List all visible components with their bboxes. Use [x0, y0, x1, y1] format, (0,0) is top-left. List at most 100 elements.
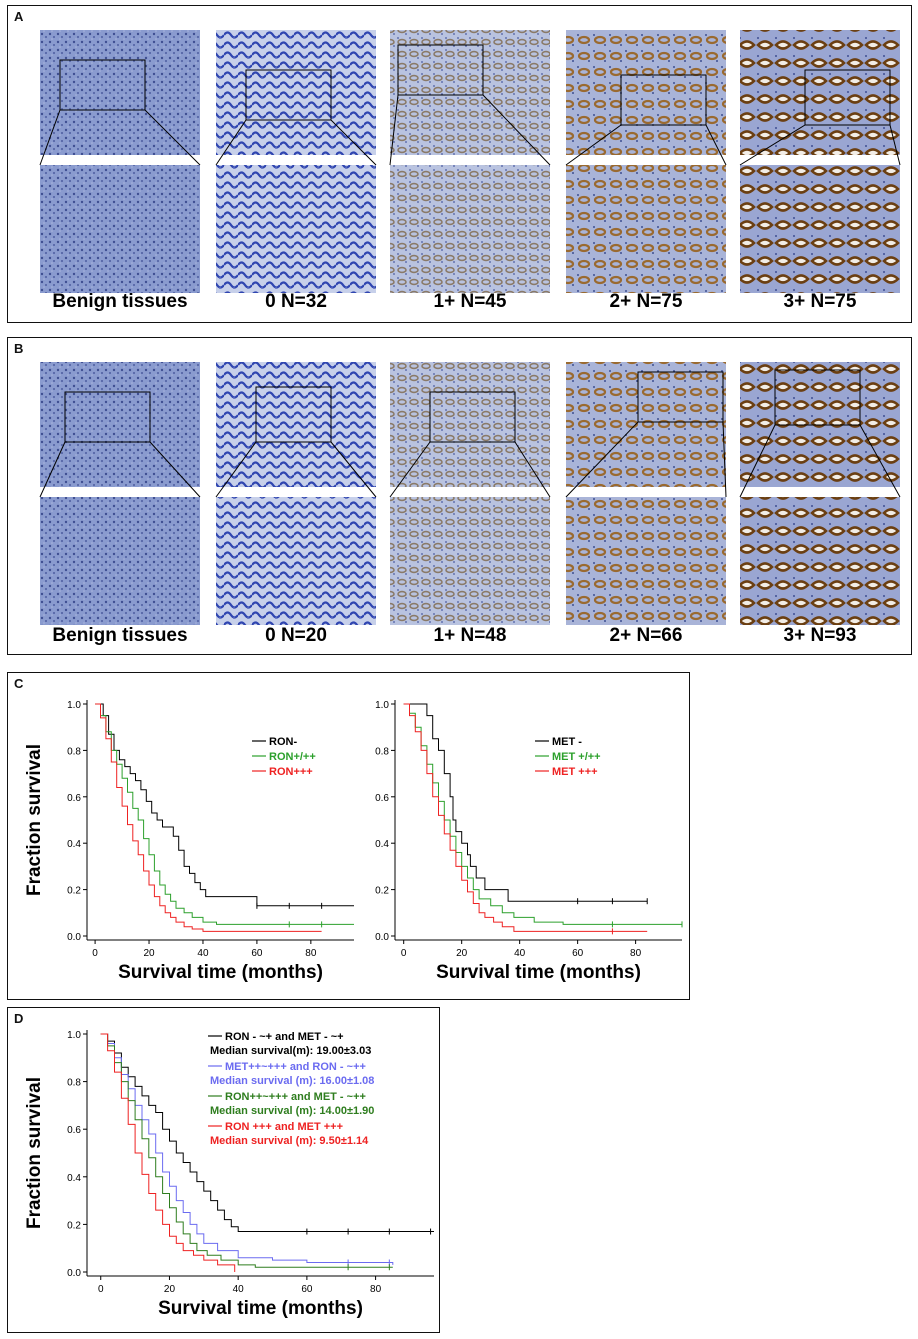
zoom-box — [774, 369, 861, 426]
km-series-line — [100, 1033, 393, 1268]
x-tick-label: 40 — [514, 948, 526, 959]
y-tick-label: 0.0 — [67, 932, 81, 943]
x-axis-title: Survival time (months) — [436, 962, 641, 983]
zoom-box — [804, 69, 891, 126]
zoom-connector — [39, 109, 61, 166]
zoom-box — [255, 386, 332, 443]
micrograph-caption: 1+ N=48 — [434, 625, 507, 646]
legend-median-label: Median survival (m): 9.50±1.14 — [210, 1135, 369, 1147]
zoom-box — [397, 44, 484, 96]
zoom-connector — [389, 441, 431, 498]
y-tick-label: 0.6 — [67, 1125, 81, 1136]
zoom-connector — [889, 124, 901, 166]
km-series-line — [95, 703, 354, 925]
micrograph-a-3-overview — [566, 30, 726, 155]
micrograph-caption: 3+ N=93 — [784, 625, 857, 646]
x-tick-label: 40 — [233, 1284, 245, 1295]
x-tick-label: 60 — [572, 948, 584, 959]
micrograph-b-0-zoom — [40, 497, 200, 625]
x-tick-label: 80 — [370, 1284, 382, 1295]
y-tick-label: 0.4 — [375, 839, 389, 850]
y-tick-label: 0.4 — [67, 839, 81, 850]
zoom-connector — [149, 441, 201, 498]
zoom-box — [245, 69, 332, 121]
micrograph-caption: 2+ N=66 — [610, 625, 683, 646]
y-tick-label: 0.8 — [375, 746, 389, 757]
km-series-line — [403, 703, 682, 925]
zoom-connector — [859, 424, 901, 498]
chart-d: 0.0 0.2 0.4 0.6 0.8 1.0 0 20 40 60 80 Survival time… — [24, 1030, 434, 1319]
km-series-line — [100, 1033, 434, 1232]
micrograph-caption: 0 N=20 — [265, 625, 327, 646]
panel-b-label: B — [14, 341, 24, 356]
y-tick-label: 0.2 — [67, 886, 81, 897]
zoom-box — [64, 391, 151, 443]
x-axis-title: Survival time (months) — [158, 1298, 363, 1319]
micrograph-b-1-zoom — [216, 497, 376, 625]
km-series-line — [100, 1033, 394, 1265]
zoom-box — [429, 391, 516, 443]
y-tick-label: 1.0 — [67, 1030, 81, 1041]
y-tick-label: 0.0 — [375, 932, 389, 943]
panel-d: D — [7, 1007, 440, 1333]
x-tick-label: 0 — [98, 1284, 104, 1295]
panel-c: C — [7, 672, 690, 1000]
chart-c-left: 0.0 0.2 0.4 0.6 0.8 1.0 0 20 40 60 80 Survival time… — [24, 700, 354, 983]
y-tick-label: 0.0 — [67, 1268, 81, 1279]
micrograph-a-2-zoom — [390, 165, 550, 293]
micrograph-a-0-zoom — [40, 165, 200, 293]
zoom-connector — [39, 441, 66, 498]
km-series-line — [95, 703, 322, 932]
legend-entry: RON+++ — [269, 766, 313, 778]
micrograph-a-4-overview — [740, 30, 900, 155]
micrograph-caption: Benign tissues — [52, 625, 187, 646]
y-axis-title: Fraction survival — [24, 1077, 45, 1229]
legend-entry: RON +++ and MET +++ — [225, 1121, 343, 1133]
legend-median-label: Median survival(m): 19.00±3.03 — [210, 1045, 371, 1057]
x-tick-label: 20 — [456, 948, 468, 959]
zoom-connector — [215, 441, 257, 498]
zoom-connector — [739, 124, 806, 166]
legend-entry: RON+/++ — [269, 751, 316, 763]
zoom-connector — [330, 119, 377, 166]
legend-entry: RON - ~+ and MET - ~+ — [225, 1031, 344, 1043]
micrograph-a-1-zoom — [216, 165, 376, 293]
zoom-connector — [482, 94, 551, 166]
micrograph-b-1-overview — [216, 362, 376, 487]
micrograph-a-4-zoom — [740, 165, 900, 293]
micrograph-caption: Benign tissues — [52, 291, 187, 312]
km-series-line — [403, 703, 648, 932]
x-tick-label: 60 — [301, 1284, 313, 1295]
micrograph-a-1-overview — [216, 30, 376, 155]
x-tick-label: 20 — [143, 948, 155, 959]
panel-c-label: C — [14, 676, 24, 691]
y-tick-label: 0.6 — [67, 793, 81, 804]
y-tick-label: 0.8 — [67, 1078, 81, 1089]
x-tick-label: 0 — [92, 948, 98, 959]
zoom-connector — [514, 441, 551, 498]
zoom-connector — [389, 94, 399, 166]
zoom-box — [637, 371, 724, 423]
legend-entry: MET +/++ — [552, 751, 601, 763]
x-tick-label: 40 — [197, 948, 209, 959]
y-tick-label: 0.6 — [375, 793, 389, 804]
micrograph-b-0-overview — [40, 362, 200, 487]
zoom-box — [620, 74, 707, 126]
y-tick-label: 1.0 — [375, 700, 389, 711]
y-tick-label: 0.2 — [67, 1220, 81, 1231]
panel-a-label: A — [14, 9, 24, 24]
legend-entry: MET +++ — [552, 766, 598, 778]
x-tick-label: 60 — [251, 948, 263, 959]
micrograph-a-0-overview — [40, 30, 200, 155]
micrograph-b-2-zoom — [390, 497, 550, 625]
y-axis-title: Fraction survival — [24, 744, 45, 896]
legend-entry: RON++~+++ and MET - ~++ — [225, 1091, 366, 1103]
km-series-line — [100, 1033, 236, 1272]
zoom-connector — [565, 421, 639, 498]
micrograph-caption: 1+ N=45 — [434, 291, 507, 312]
y-tick-label: 0.8 — [67, 746, 81, 757]
zoom-connector — [705, 124, 727, 166]
zoom-connector — [144, 109, 201, 166]
y-tick-label: 0.4 — [67, 1173, 81, 1184]
